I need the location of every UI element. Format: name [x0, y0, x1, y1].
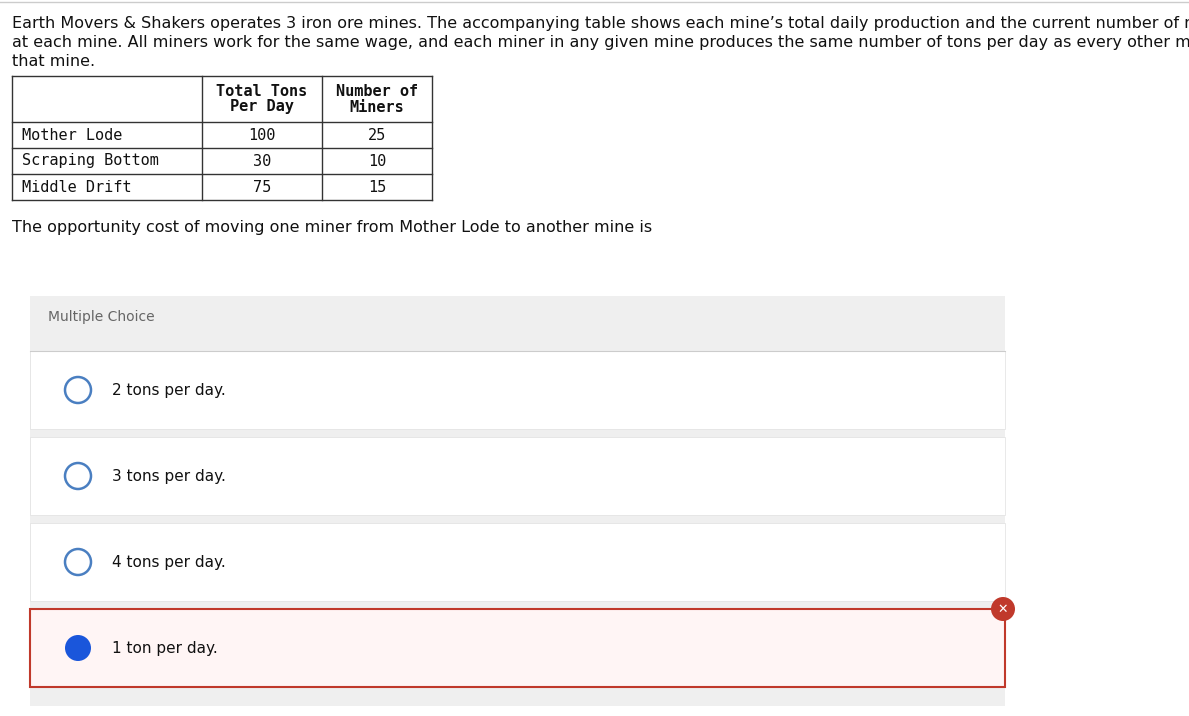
Text: 100: 100 [249, 127, 276, 142]
Text: Middle Drift: Middle Drift [23, 180, 132, 195]
Circle shape [65, 377, 92, 403]
Text: 1 ton per day.: 1 ton per day. [112, 641, 218, 656]
Text: Per Day: Per Day [229, 100, 294, 115]
Circle shape [65, 635, 92, 661]
Text: Scraping Bottom: Scraping Bottom [23, 153, 159, 168]
Text: at each mine. All miners work for the same wage, and each miner in any given min: at each mine. All miners work for the sa… [12, 35, 1189, 50]
Text: 75: 75 [253, 180, 271, 195]
Text: that mine.: that mine. [12, 54, 95, 69]
Circle shape [65, 463, 92, 489]
Text: 30: 30 [253, 153, 271, 168]
Text: 4 tons per day.: 4 tons per day. [112, 554, 226, 569]
Text: 2 tons per day.: 2 tons per day. [112, 382, 226, 397]
Text: 25: 25 [367, 127, 386, 142]
Text: Multiple Choice: Multiple Choice [48, 310, 155, 324]
Bar [30, 351, 1005, 429]
Text: Total Tons: Total Tons [216, 84, 308, 99]
Circle shape [990, 597, 1015, 621]
Bar [30, 523, 1005, 601]
Text: Miners: Miners [350, 100, 404, 115]
Bar [30, 437, 1005, 515]
Text: Mother Lode: Mother Lode [23, 127, 122, 142]
Circle shape [65, 549, 92, 575]
Text: Number of: Number of [336, 84, 419, 99]
Bar [12, 76, 432, 200]
Text: 3 tons per day.: 3 tons per day. [112, 468, 226, 483]
Bar [30, 609, 1005, 687]
Text: The opportunity cost of moving one miner from Mother Lode to another mine is: The opportunity cost of moving one miner… [12, 220, 652, 235]
Text: ✕: ✕ [998, 602, 1008, 616]
Text: 15: 15 [367, 180, 386, 195]
Text: 10: 10 [367, 153, 386, 168]
Bar [30, 296, 1005, 706]
Text: Earth Movers & Shakers operates 3 iron ore mines. The accompanying table shows e: Earth Movers & Shakers operates 3 iron o… [12, 16, 1189, 31]
